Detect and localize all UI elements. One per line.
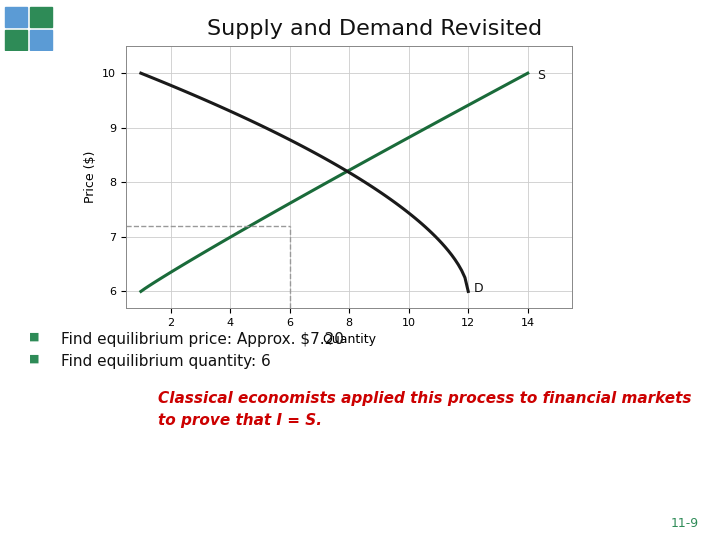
X-axis label: Quantity: Quantity — [323, 333, 376, 346]
Text: Classical economists applied this process to financial markets: Classical economists applied this proces… — [158, 392, 692, 407]
Text: Find equilibrium quantity: 6: Find equilibrium quantity: 6 — [61, 354, 271, 369]
Text: 11-9: 11-9 — [670, 517, 698, 530]
Text: Supply and Demand Revisited: Supply and Demand Revisited — [207, 19, 542, 39]
Text: S: S — [536, 70, 545, 83]
Text: to prove that I = S.: to prove that I = S. — [158, 413, 323, 428]
Bar — [30, 7, 52, 28]
Bar — [30, 30, 52, 50]
Text: ■: ■ — [29, 354, 40, 364]
Text: D: D — [474, 282, 484, 295]
Text: Find equilibrium price: Approx. $7.20: Find equilibrium price: Approx. $7.20 — [61, 332, 344, 347]
Bar — [4, 30, 27, 50]
Bar — [4, 7, 27, 28]
Text: ■: ■ — [29, 332, 40, 342]
Y-axis label: Price ($): Price ($) — [84, 151, 96, 203]
